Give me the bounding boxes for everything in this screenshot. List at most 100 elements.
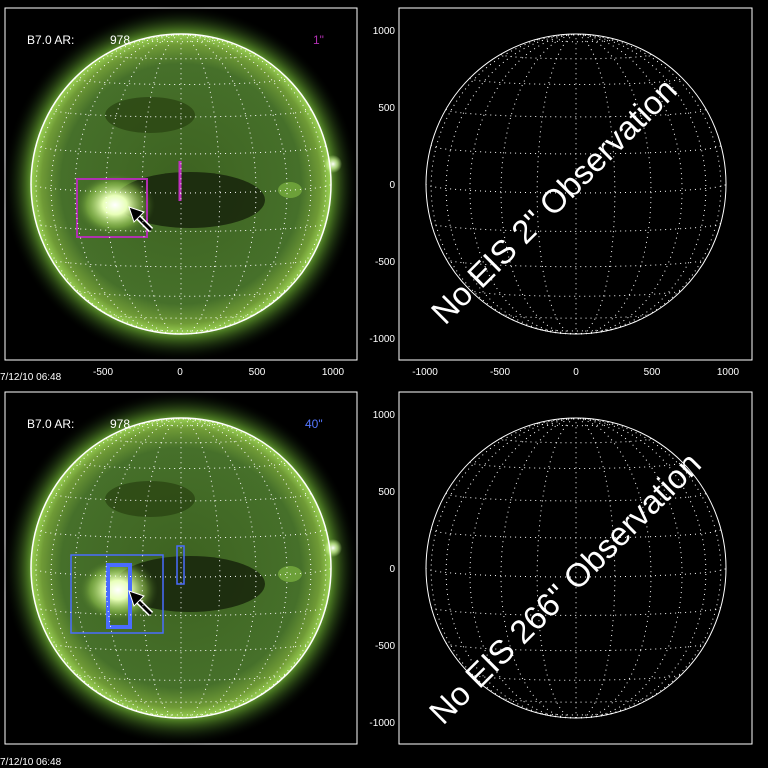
longitude-line xyxy=(575,417,616,719)
latitude-line xyxy=(35,222,327,232)
y-tick-labels: 1000 500 0 -500 -1000 xyxy=(369,26,395,345)
timestamp-label: 7/12/10 06:48 xyxy=(0,372,62,383)
longitude-line xyxy=(575,33,616,335)
latitude-line xyxy=(430,222,722,232)
y-tick-labels: 1000 500 0 -500 -1000 xyxy=(369,410,395,729)
latitude-line xyxy=(105,697,257,703)
panel-top-right: 1000 500 0 -500 -1000 -1000 -500 0 500 1… xyxy=(369,7,753,378)
y-tick-label: 1000 xyxy=(373,26,396,37)
latitude-line xyxy=(445,258,707,268)
latitude-line xyxy=(105,313,257,319)
longitude-line xyxy=(575,417,707,719)
longitude-line xyxy=(536,33,577,335)
latitude-line xyxy=(445,108,707,118)
active-region-flare xyxy=(78,558,158,622)
longitude-line xyxy=(180,417,327,719)
disk-grid xyxy=(425,417,727,719)
longitude-line xyxy=(575,33,722,335)
active-region-flare xyxy=(75,173,155,237)
latitude-line xyxy=(425,567,727,578)
longitude-line xyxy=(180,33,312,335)
disk-grid xyxy=(30,417,332,719)
longitude-line xyxy=(74,33,182,335)
longitude-line xyxy=(536,417,577,719)
slit-width-label: 40" xyxy=(305,417,323,431)
latitude-line xyxy=(50,258,312,268)
latitude-line xyxy=(35,606,327,616)
x-tick-label: 500 xyxy=(249,367,266,378)
latitude-line xyxy=(536,328,616,332)
pointer-arrow xyxy=(128,206,154,233)
y-tick-label: -500 xyxy=(375,641,395,652)
disk-grid xyxy=(30,33,332,335)
latitude-line xyxy=(50,492,312,502)
latitude-line xyxy=(141,328,221,332)
goes-class-label: B7.0 AR: xyxy=(27,417,74,431)
latitude-line xyxy=(430,606,722,616)
dark-region xyxy=(105,97,195,133)
longitude-line xyxy=(430,417,577,719)
latitude-line xyxy=(445,492,707,502)
longitude-line xyxy=(180,33,288,335)
latitude-line xyxy=(500,313,652,319)
longitude-line xyxy=(74,417,182,719)
longitude-line xyxy=(35,417,182,719)
x-tick-label: 1000 xyxy=(322,367,345,378)
panel-bottom-left: B7.0 AR: 978 40" 7/12/10 06:48 xyxy=(0,390,359,768)
x-tick-label: -500 xyxy=(490,367,510,378)
y-tick-label: -1000 xyxy=(369,718,395,729)
y-tick-label: 500 xyxy=(378,103,395,114)
goes-class-label: B7.0 AR: xyxy=(27,33,74,47)
x-tick-label: -1000 xyxy=(412,367,438,378)
longitude-line xyxy=(35,33,182,335)
latitude-line xyxy=(425,183,727,194)
latitude-line xyxy=(30,567,332,578)
x-tick-labels: -500 0 500 1000 xyxy=(93,367,345,378)
eis-slit-box xyxy=(176,545,185,585)
limb-brightening xyxy=(324,155,342,173)
latitude-line xyxy=(141,712,221,716)
x-tick-label: -500 xyxy=(93,367,113,378)
latitude-line xyxy=(500,697,652,703)
longitude-line xyxy=(575,417,722,719)
eis-fov-box xyxy=(76,178,148,238)
latitude-line xyxy=(50,108,312,118)
longitude-line xyxy=(141,33,182,335)
y-tick-label: -500 xyxy=(375,257,395,268)
longitude-line xyxy=(180,417,312,719)
y-tick-label: 500 xyxy=(378,487,395,498)
longitude-line xyxy=(575,417,683,719)
longitude-line xyxy=(141,417,182,719)
pointer-arrow xyxy=(128,590,154,617)
latitude-line xyxy=(536,712,616,716)
dark-region xyxy=(105,481,195,517)
latitude-line xyxy=(30,183,332,194)
eis-context-box xyxy=(70,554,164,634)
longitude-line xyxy=(180,33,221,335)
x-tick-label: 0 xyxy=(573,367,579,378)
panel-top-left: B7.0 AR: 978 1" 7/12/10 06:48 -500 0 500… xyxy=(0,6,359,383)
y-tick-label: -1000 xyxy=(369,334,395,345)
disk-grid xyxy=(425,33,727,335)
longitude-line xyxy=(469,33,577,335)
x-tick-labels: -1000 -500 0 500 1000 xyxy=(412,367,739,378)
longitude-line xyxy=(180,33,327,335)
limb-brightening xyxy=(324,539,342,557)
timestamp-label: 7/12/10 06:48 xyxy=(0,757,62,768)
active-region-number: 978 xyxy=(110,33,130,47)
longitude-line xyxy=(445,417,577,719)
x-tick-label: 0 xyxy=(177,367,183,378)
longitude-line xyxy=(575,33,707,335)
x-tick-label: 1000 xyxy=(717,367,740,378)
plot-frame xyxy=(398,7,753,361)
active-region-number: 978 xyxy=(110,417,130,431)
heliographic-grid xyxy=(30,33,727,719)
longitude-line xyxy=(180,417,221,719)
y-tick-label: 1000 xyxy=(373,410,396,421)
longitude-line xyxy=(575,33,683,335)
slit-width-label: 1" xyxy=(313,33,324,47)
longitude-line xyxy=(50,33,182,335)
eis-raster-box xyxy=(106,563,132,629)
longitude-line xyxy=(469,417,577,719)
